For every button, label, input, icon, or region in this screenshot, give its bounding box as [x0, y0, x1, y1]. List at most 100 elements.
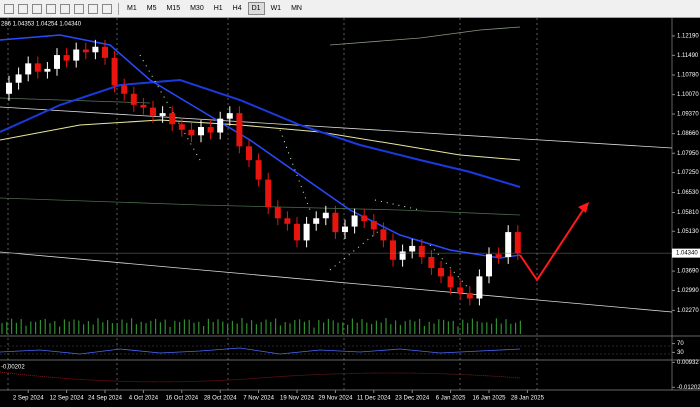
panel-tick-label: 30: [677, 350, 684, 356]
x-tick-label: 28 Jan 2025: [511, 396, 545, 402]
candle-body: [438, 268, 444, 277]
candle-body: [399, 251, 406, 260]
x-tick-label: 2 Sep 2024: [13, 396, 44, 402]
candle-body: [514, 232, 521, 254]
y-tick-label: 1.07950: [677, 151, 699, 157]
volume-decor: [1, 318, 522, 334]
timeframe-button[interactable]: M1: [127, 5, 137, 12]
candle-body: [332, 212, 339, 233]
candle-body: [246, 146, 252, 161]
y-tick-label: 1.11490: [677, 53, 699, 59]
candle-body: [447, 276, 454, 288]
toolbar: M1 M5 M15 M30 H1 H4 D1 W1 MN: [0, 0, 700, 18]
decor: [0, 18, 700, 391]
timeframe-button[interactable]: M5: [146, 5, 157, 12]
candle-body: [63, 55, 70, 61]
x-tick-label: 16 Oct 2024: [165, 396, 198, 402]
candle-body: [82, 49, 89, 53]
candle-body: [390, 240, 396, 260]
timeframe-button[interactable]: H1: [213, 5, 223, 12]
icon[interactable]: [60, 3, 70, 14]
y-tick-label: 1.03690: [677, 269, 699, 275]
candle-body: [140, 104, 147, 108]
candle-body: [121, 85, 128, 94]
candle-body: [44, 68, 51, 72]
candle-body: [159, 113, 166, 116]
icon[interactable]: [46, 3, 56, 14]
icon[interactable]: [18, 3, 28, 14]
candle-body: [226, 113, 233, 119]
last-price-box: [672, 248, 700, 258]
x-tick-label: 16 Jan 2025: [472, 396, 506, 402]
panel-tick-label: 70: [677, 341, 684, 347]
y-tick-label: 1.05130: [677, 229, 699, 235]
candle-body: [476, 276, 483, 299]
candle-body: [265, 179, 272, 208]
timeframe-button[interactable]: M30: [190, 5, 204, 12]
candle-body: [236, 113, 243, 147]
x-tick-label: 4 Oct 2024: [129, 396, 159, 402]
x-tick-label: 19 Nov 2024: [280, 396, 315, 402]
y-tick-label: 1.06530: [677, 190, 699, 196]
timeframe-button[interactable]: M15: [166, 5, 181, 12]
y-tick-label: 1.02990: [677, 288, 699, 294]
candle-body: [178, 124, 185, 130]
candle-body: [294, 223, 300, 241]
candle-body: [274, 207, 281, 219]
candle-body: [409, 245, 416, 252]
chart-header: 286 1.04353 1.04254 1.04340: [1, 22, 82, 28]
candle-body: [418, 245, 425, 257]
icon[interactable]: [32, 3, 42, 14]
candle-body: [284, 218, 291, 224]
candle-body: [15, 74, 22, 83]
y-tick-label: 1.10070: [677, 92, 699, 98]
candle-body: [457, 287, 464, 293]
timeframe-button[interactable]: H4: [232, 5, 242, 12]
x-tick-label: 23 Dec 2024: [395, 396, 430, 402]
y-tick-label: 1.02270: [677, 308, 699, 314]
candle-body: [495, 254, 502, 257]
candle-body: [313, 218, 320, 224]
candle-body: [255, 160, 262, 180]
x-tick-label: 24 Sep 2024: [88, 396, 123, 402]
candle-body: [370, 221, 377, 230]
candle-body: [111, 57, 118, 86]
panel-tick-label: -0.01202: [677, 385, 700, 391]
candle-body: [54, 55, 60, 69]
x-tick-label: 7 Nov 2024: [243, 396, 274, 402]
candle-body: [188, 129, 195, 136]
candle-body: [92, 46, 99, 53]
icon[interactable]: [74, 3, 84, 14]
timeframe-button[interactable]: W1: [270, 5, 282, 12]
timeframe-button[interactable]: D1: [247, 2, 265, 15]
x-tick-label: 11 Dec 2024: [357, 396, 391, 402]
candle-body: [25, 63, 32, 75]
timeframe-button[interactable]: MN: [291, 5, 302, 12]
x-tick-label: 28 Oct 2024: [204, 396, 237, 402]
icon[interactable]: [102, 3, 112, 14]
candle-body: [361, 215, 368, 222]
candle-body: [169, 113, 176, 125]
candle-body: [428, 256, 435, 269]
y-tick-label: 1.05810: [677, 210, 699, 216]
x-tick-label: 12 Sep 2024: [50, 396, 85, 402]
last-price-label: 1.04340: [676, 251, 698, 257]
icon[interactable]: [88, 3, 98, 14]
y-tick-label: 1.09370: [677, 112, 699, 118]
candle-body: [322, 212, 329, 219]
candle-body: [351, 215, 358, 227]
candle-body: [6, 82, 12, 94]
panel-header: -0.00202: [1, 365, 25, 371]
candle-body: [342, 226, 348, 233]
candle-body: [73, 49, 80, 61]
candle-body: [303, 223, 310, 241]
candle-body: [102, 46, 108, 58]
separator: [118, 2, 119, 15]
candle-body: [130, 93, 137, 105]
panel-tick-label: 0.00932: [677, 360, 699, 366]
icon[interactable]: [4, 3, 14, 14]
x-tick-label: 29 Nov 2024: [318, 396, 353, 402]
candle-body: [150, 107, 156, 116]
